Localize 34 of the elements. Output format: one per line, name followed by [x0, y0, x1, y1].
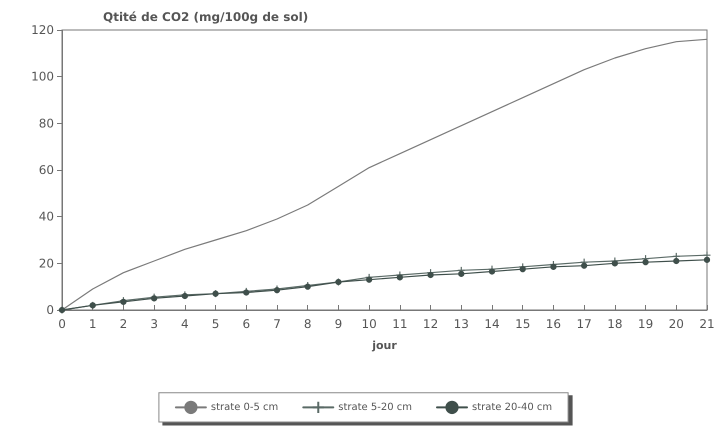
y-tick-label: 60 — [38, 163, 54, 177]
x-tick-label: 17 — [576, 317, 592, 331]
x-tick-label: 5 — [212, 317, 220, 331]
x-tick-label: 21 — [699, 317, 715, 331]
x-axis-title: jour — [371, 339, 398, 352]
x-tick-label: 11 — [392, 317, 408, 331]
y-tick-label: 120 — [31, 23, 54, 37]
y-tick-label: 0 — [46, 303, 54, 317]
legend-label: strate 5-20 cm — [338, 402, 412, 413]
y-tick-label: 40 — [38, 210, 54, 224]
x-tick-label: 14 — [484, 317, 500, 331]
y-tick-label: 100 — [31, 70, 54, 84]
legend-label: strate 20-40 cm — [472, 402, 552, 413]
y-tick-label: 20 — [38, 256, 54, 270]
x-tick-label: 9 — [334, 317, 342, 331]
chart-title: Qtité de CO2 (mg/100g de sol) — [103, 10, 308, 24]
x-tick-label: 19 — [638, 317, 654, 331]
x-tick-label: 10 — [362, 317, 377, 331]
x-tick-label: 20 — [668, 317, 684, 331]
x-tick-label: 12 — [422, 317, 438, 331]
x-tick-label: 13 — [454, 317, 469, 331]
x-tick-label: 18 — [607, 317, 622, 331]
y-tick-label: 80 — [38, 116, 54, 130]
x-tick-label: 0 — [58, 317, 66, 331]
x-tick-label: 3 — [150, 317, 158, 331]
x-tick-label: 16 — [546, 317, 562, 331]
legend-label: strate 0-5 cm — [210, 402, 278, 413]
x-tick-label: 15 — [515, 317, 530, 331]
x-tick-label: 7 — [273, 317, 281, 331]
x-tick-label: 6 — [242, 317, 250, 331]
x-tick-label: 4 — [181, 317, 189, 331]
x-tick-label: 8 — [304, 317, 312, 331]
x-tick-label: 2 — [120, 317, 128, 331]
x-tick-label: 1 — [88, 317, 97, 331]
